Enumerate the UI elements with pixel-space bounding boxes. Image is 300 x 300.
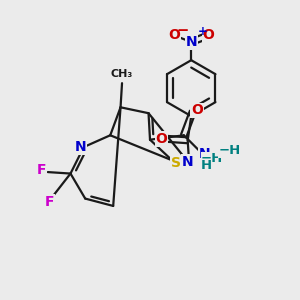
- Text: F: F: [37, 163, 46, 177]
- Text: O: O: [191, 103, 203, 117]
- Text: N: N: [199, 147, 210, 161]
- Text: −H: −H: [201, 152, 223, 165]
- Text: O: O: [155, 132, 167, 146]
- Text: CH₃: CH₃: [111, 69, 133, 79]
- Text: O: O: [168, 28, 180, 43]
- Text: N: N: [182, 155, 194, 169]
- Text: N: N: [185, 35, 197, 49]
- Text: −H: −H: [218, 144, 241, 158]
- Text: S: S: [171, 156, 181, 170]
- Text: +: +: [197, 25, 207, 38]
- Text: −: −: [176, 23, 188, 38]
- Text: H: H: [200, 159, 211, 172]
- Text: O: O: [202, 28, 214, 43]
- Text: F: F: [45, 194, 54, 208]
- Text: N: N: [74, 140, 86, 154]
